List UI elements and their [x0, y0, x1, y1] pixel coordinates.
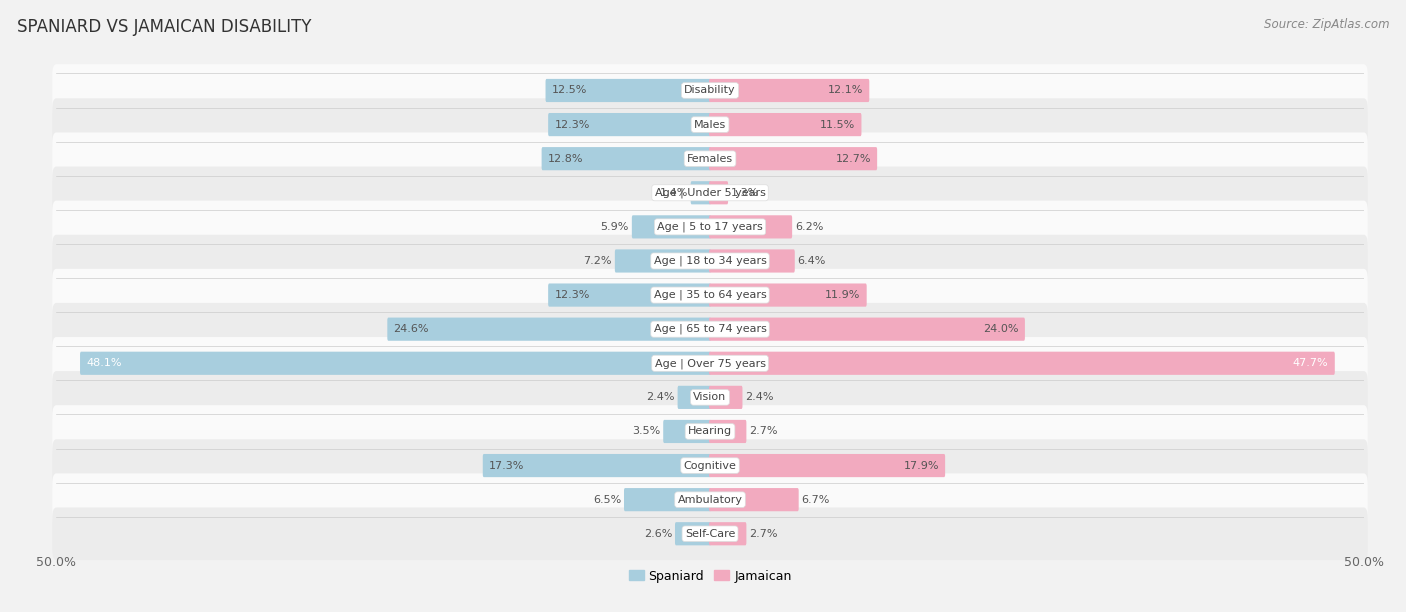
Text: 2.4%: 2.4%	[647, 392, 675, 402]
FancyBboxPatch shape	[709, 147, 877, 170]
FancyBboxPatch shape	[52, 269, 1368, 321]
FancyBboxPatch shape	[541, 147, 711, 170]
Text: 12.7%: 12.7%	[835, 154, 870, 163]
FancyBboxPatch shape	[709, 283, 866, 307]
Text: 48.1%: 48.1%	[86, 358, 122, 368]
Text: 5.9%: 5.9%	[600, 222, 628, 232]
Text: Age | 18 to 34 years: Age | 18 to 34 years	[654, 256, 766, 266]
FancyBboxPatch shape	[52, 337, 1368, 389]
Text: 12.3%: 12.3%	[554, 290, 589, 300]
Text: Hearing: Hearing	[688, 427, 733, 436]
FancyBboxPatch shape	[709, 113, 862, 136]
Text: Age | 35 to 64 years: Age | 35 to 64 years	[654, 290, 766, 300]
FancyBboxPatch shape	[664, 420, 711, 443]
FancyBboxPatch shape	[548, 283, 711, 307]
FancyBboxPatch shape	[675, 522, 711, 545]
FancyBboxPatch shape	[709, 249, 794, 272]
Text: 12.3%: 12.3%	[554, 119, 589, 130]
Text: 24.0%: 24.0%	[983, 324, 1018, 334]
FancyBboxPatch shape	[80, 352, 711, 375]
FancyBboxPatch shape	[614, 249, 711, 272]
Text: SPANIARD VS JAMAICAN DISABILITY: SPANIARD VS JAMAICAN DISABILITY	[17, 18, 311, 36]
FancyBboxPatch shape	[709, 454, 945, 477]
Text: Cognitive: Cognitive	[683, 461, 737, 471]
Text: Age | 5 to 17 years: Age | 5 to 17 years	[657, 222, 763, 232]
Text: Age | Under 5 years: Age | Under 5 years	[655, 187, 765, 198]
Text: 2.6%: 2.6%	[644, 529, 672, 539]
Text: Females: Females	[688, 154, 733, 163]
FancyBboxPatch shape	[678, 386, 711, 409]
Text: 17.9%: 17.9%	[904, 461, 939, 471]
FancyBboxPatch shape	[709, 522, 747, 545]
Text: 2.4%: 2.4%	[745, 392, 773, 402]
Text: 3.5%: 3.5%	[633, 427, 661, 436]
Text: Self-Care: Self-Care	[685, 529, 735, 539]
Text: 6.2%: 6.2%	[794, 222, 824, 232]
Text: 6.5%: 6.5%	[593, 494, 621, 505]
FancyBboxPatch shape	[631, 215, 711, 239]
FancyBboxPatch shape	[52, 64, 1368, 117]
FancyBboxPatch shape	[52, 201, 1368, 253]
Text: 47.7%: 47.7%	[1294, 358, 1329, 368]
Text: Age | 65 to 74 years: Age | 65 to 74 years	[654, 324, 766, 334]
FancyBboxPatch shape	[709, 420, 747, 443]
FancyBboxPatch shape	[624, 488, 711, 511]
FancyBboxPatch shape	[709, 79, 869, 102]
Text: Disability: Disability	[685, 86, 735, 95]
Text: Ambulatory: Ambulatory	[678, 494, 742, 505]
FancyBboxPatch shape	[52, 405, 1368, 458]
FancyBboxPatch shape	[548, 113, 711, 136]
FancyBboxPatch shape	[52, 132, 1368, 185]
Text: 12.1%: 12.1%	[828, 86, 863, 95]
Text: 1.3%: 1.3%	[731, 188, 759, 198]
Text: Source: ZipAtlas.com: Source: ZipAtlas.com	[1264, 18, 1389, 31]
FancyBboxPatch shape	[52, 371, 1368, 424]
FancyBboxPatch shape	[709, 318, 1025, 341]
FancyBboxPatch shape	[52, 166, 1368, 219]
Text: 11.9%: 11.9%	[825, 290, 860, 300]
FancyBboxPatch shape	[52, 474, 1368, 526]
FancyBboxPatch shape	[387, 318, 711, 341]
Text: Males: Males	[695, 119, 725, 130]
Text: 12.5%: 12.5%	[551, 86, 588, 95]
FancyBboxPatch shape	[709, 386, 742, 409]
FancyBboxPatch shape	[690, 181, 711, 204]
Text: 12.8%: 12.8%	[548, 154, 583, 163]
FancyBboxPatch shape	[52, 235, 1368, 287]
FancyBboxPatch shape	[709, 181, 728, 204]
Text: Age | Over 75 years: Age | Over 75 years	[655, 358, 765, 368]
FancyBboxPatch shape	[482, 454, 711, 477]
FancyBboxPatch shape	[52, 303, 1368, 356]
Text: 1.4%: 1.4%	[659, 188, 688, 198]
FancyBboxPatch shape	[709, 488, 799, 511]
FancyBboxPatch shape	[546, 79, 711, 102]
Text: 11.5%: 11.5%	[820, 119, 855, 130]
Text: 6.4%: 6.4%	[797, 256, 825, 266]
Text: Vision: Vision	[693, 392, 727, 402]
Text: 17.3%: 17.3%	[489, 461, 524, 471]
FancyBboxPatch shape	[52, 99, 1368, 151]
Text: 7.2%: 7.2%	[583, 256, 612, 266]
Text: 2.7%: 2.7%	[749, 529, 778, 539]
Text: 2.7%: 2.7%	[749, 427, 778, 436]
FancyBboxPatch shape	[709, 215, 792, 239]
FancyBboxPatch shape	[709, 352, 1334, 375]
Text: 6.7%: 6.7%	[801, 494, 830, 505]
Text: 24.6%: 24.6%	[394, 324, 429, 334]
FancyBboxPatch shape	[52, 507, 1368, 560]
FancyBboxPatch shape	[52, 439, 1368, 492]
Legend: Spaniard, Jamaican: Spaniard, Jamaican	[623, 564, 797, 588]
